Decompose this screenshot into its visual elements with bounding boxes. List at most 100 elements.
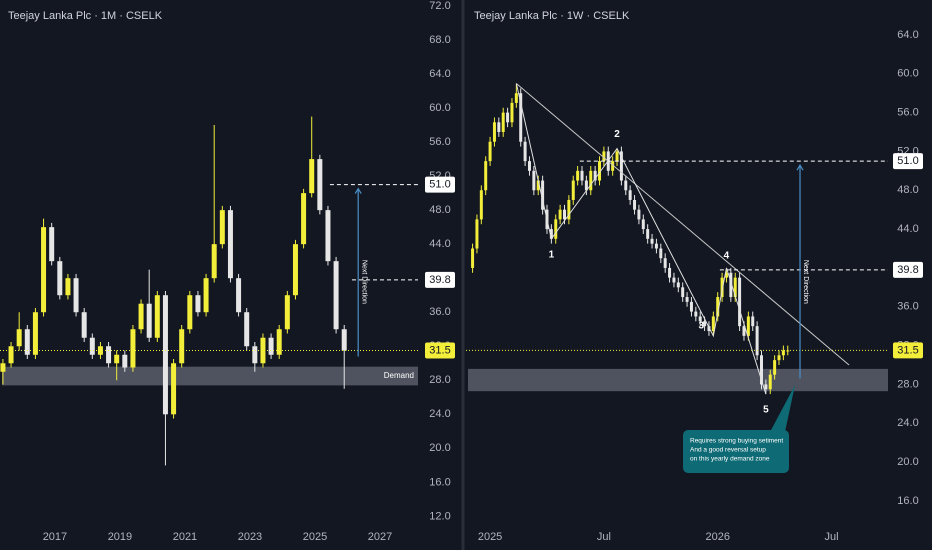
candle-body [227,210,233,279]
y-tick-label: 64.0 [429,68,450,80]
candle-body [764,384,768,390]
candle-body [628,190,632,200]
x-tick-label: 2023 [238,531,262,543]
level-label: 51.0 [429,179,450,191]
wave-label: 5 [763,405,769,416]
candle-body [187,295,193,330]
level-tag [893,153,923,170]
note-text: And a good reversal setup [690,447,766,454]
x-tick-label: 2021 [173,531,197,543]
candle-body [523,141,527,162]
level-tag [893,261,923,278]
level-label: 39.8 [429,274,450,286]
y-tick-label: 68.0 [429,34,450,46]
last-price-label: 31.5 [429,344,450,356]
candle-body [252,346,258,364]
candle-body [97,346,103,355]
candle-body [65,278,71,296]
demand-zone [468,368,888,392]
level-tag [425,176,455,193]
candle-body [633,199,637,210]
candle-body [711,316,715,332]
y-tick-label: 20.0 [429,442,450,454]
candle-body [541,180,545,210]
candle-body [519,93,523,142]
candle-body [571,180,575,200]
x-tick-label: 2025 [478,531,502,543]
candle-body [589,170,593,191]
candle-body [24,329,30,355]
level-label: 51.0 [897,155,918,167]
candle-body [567,199,571,220]
y-tick-label: 28.0 [429,374,450,386]
y-tick-label: 48.0 [429,204,450,216]
x-tick-label: 2019 [108,531,132,543]
last-price-label: 31.5 [897,344,918,356]
candle-body [646,229,650,239]
arrow-head [796,163,804,171]
candle-body [576,170,580,181]
arrow-head [354,187,362,194]
candle-body [549,229,553,239]
panel-title: Teejay Lanka Plc · 1W · CSELK [474,10,630,22]
candle-body [510,102,514,123]
candle-body [659,248,663,259]
candle-body [703,321,707,327]
y-tick-label: 12.0 [429,510,450,522]
candle-body [488,141,492,162]
candle-body [689,301,693,312]
candle-body [580,170,584,181]
candle-body [341,329,347,351]
demand-zone [2,366,418,386]
y-tick-label: 36.0 [897,301,918,313]
candle-body [497,122,501,133]
candle-body [624,180,628,191]
direction-label: Next Direction [360,260,367,304]
candle-body [694,311,698,317]
candle-body [637,209,641,220]
y-tick-label: 16.0 [897,495,918,507]
candle-body [773,360,777,375]
candle-body [236,278,242,313]
candle-body [611,161,615,171]
candle-body [146,303,152,338]
y-tick-label: 56.0 [897,107,918,119]
wave-label: 1 [549,249,555,260]
note-text: on this yearly demand zone [690,456,770,463]
candle-body [650,238,654,244]
y-tick-label: 48.0 [897,184,918,196]
y-tick-label: 16.0 [429,476,450,488]
candle-body [738,277,742,327]
x-tick-label: 2027 [368,531,392,543]
y-tick-label: 72.0 [429,0,450,12]
candle-body [602,151,606,162]
candle-body [138,303,144,330]
direction-label: Next Direction [802,260,809,304]
y-tick-label: 60.0 [897,68,918,80]
candle-body [73,278,79,313]
candle-body [729,272,733,298]
x-tick-label: 2025 [303,531,327,543]
candle-body [276,329,282,355]
candle-body [492,122,496,142]
level-label: 39.8 [897,264,918,276]
candle-body [759,355,763,385]
demand-label: Demand [384,371,414,380]
candle-body [16,329,22,347]
candle-body [292,244,298,296]
candle-body [317,159,323,211]
candle-body [89,337,95,355]
level-tag [425,271,455,288]
candle-body [724,272,728,278]
candle-body [615,151,619,162]
x-tick-label: 2017 [43,531,67,543]
candle-body [506,112,510,123]
candle-body [681,287,685,298]
candle-body [593,170,597,181]
candle-body [514,93,518,103]
candle-body [268,337,274,355]
y-tick-label: 24.0 [897,417,918,429]
panel-title: Teejay Lanka Plc · 1M · CSELK [8,10,163,22]
